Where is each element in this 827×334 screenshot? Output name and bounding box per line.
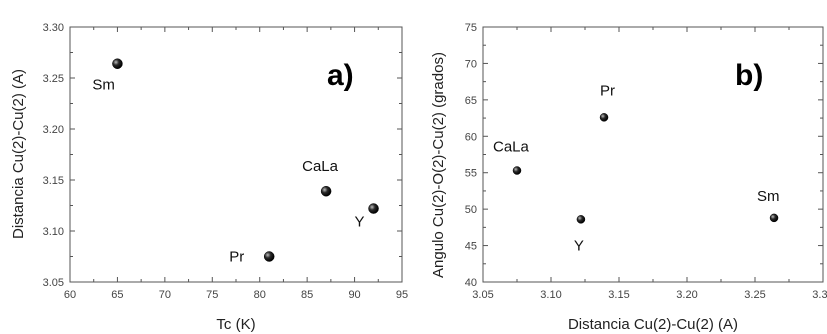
y-tick-label: 60	[465, 131, 477, 143]
y-tick-label: 75	[465, 22, 477, 34]
point-label-cala: CaLa	[302, 158, 339, 175]
x-axis-label: Tc (K)	[216, 316, 255, 333]
point-label-pr: Pr	[600, 82, 615, 99]
y-tick-label: 3.20	[43, 124, 64, 136]
y-tick-label: 3.05	[43, 277, 64, 289]
y-tick-label: 3.30	[43, 22, 64, 34]
x-tick-label: 3.15	[608, 289, 629, 301]
x-tick-label: 3.25	[744, 289, 765, 301]
y-axis-label: Angulo Cu(2)-O(2)-Cu(2) (grados)	[430, 52, 447, 278]
point-label-sm: Sm	[92, 77, 115, 94]
panel-label: a)	[327, 59, 354, 92]
chart-panel-a: 60 65 70 75 80 85 90 95 3.05 3.10 3.15 3.20 3.25 3.30…	[10, 22, 408, 333]
point-label-y: Y	[574, 237, 584, 254]
y-tick-label: 45	[465, 241, 477, 253]
x-axis-label: Distancia Cu(2)-Cu(2) (A)	[568, 316, 738, 333]
x-tick-label: 3.05	[472, 289, 493, 301]
x-tick-label: 3.30	[812, 289, 827, 301]
x-tick-label: 3.20	[676, 289, 697, 301]
x-tick-label: 80	[254, 289, 266, 301]
y-tick-label: 55	[465, 168, 477, 180]
data-point-y	[576, 215, 586, 224]
y-tick-label: 50	[465, 204, 477, 216]
x-tick-label: 70	[159, 289, 171, 301]
plot-frame	[482, 26, 824, 283]
data-point-sm	[769, 213, 779, 223]
chart-panel-b: 3.05 3.10 3.15 3.20 3.25 3.30 40 45 50 55 60 65 70 75…	[430, 22, 827, 333]
data-point-sm	[112, 58, 123, 69]
point-label-cala: CaLa	[493, 139, 530, 156]
y-tick-label: 3.25	[43, 73, 64, 85]
point-label-sm: Sm	[757, 188, 780, 205]
x-tick-label: 65	[111, 289, 123, 301]
x-tick-label: 60	[64, 289, 76, 301]
y-axis-label: Distancia Cu(2)-Cu(2) (A)	[10, 69, 27, 239]
x-tick-label: 85	[301, 289, 313, 301]
point-label-pr: Pr	[229, 249, 244, 266]
x-tick-label: 95	[396, 289, 408, 301]
y-tick-label: 3.10	[43, 226, 64, 238]
data-point-pr	[263, 251, 275, 262]
data-point-y	[368, 203, 379, 214]
data-point-cala	[320, 185, 332, 197]
y-tick-label: 65	[465, 95, 477, 107]
point-label-y: Y	[355, 214, 365, 231]
y-tick-label: 70	[465, 58, 477, 70]
x-tick-label: 75	[206, 289, 218, 301]
x-tick-label: 3.10	[540, 289, 561, 301]
data-point-pr	[599, 113, 609, 122]
y-tick-label: 40	[465, 277, 477, 289]
x-tick-label: 90	[348, 289, 360, 301]
data-point-cala	[512, 166, 522, 175]
panel-label: b)	[735, 59, 763, 92]
y-tick-label: 3.15	[43, 175, 64, 187]
